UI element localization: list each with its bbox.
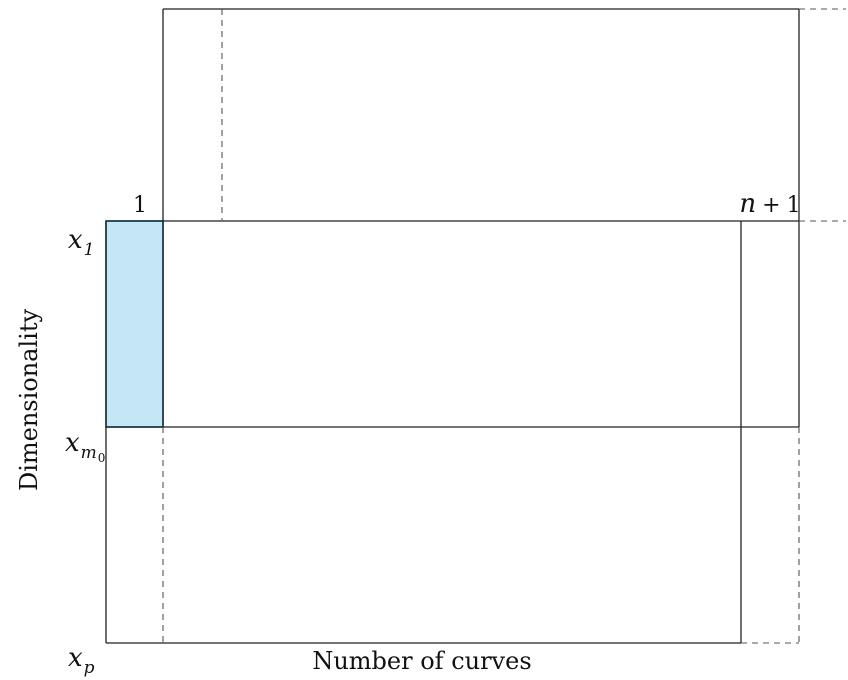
y-axis-label: Dimensionality [15,309,43,492]
x-axis-label: Number of curves [312,647,531,675]
column-label-1: 1 [133,193,147,218]
row-label-xp: xp [68,643,95,678]
row-label-xm0: xm0 [65,428,105,465]
row-label-x1: x1 [68,225,95,260]
highlighted-block [105,220,164,428]
column-label-n-plus-1: n +1 [739,189,800,219]
